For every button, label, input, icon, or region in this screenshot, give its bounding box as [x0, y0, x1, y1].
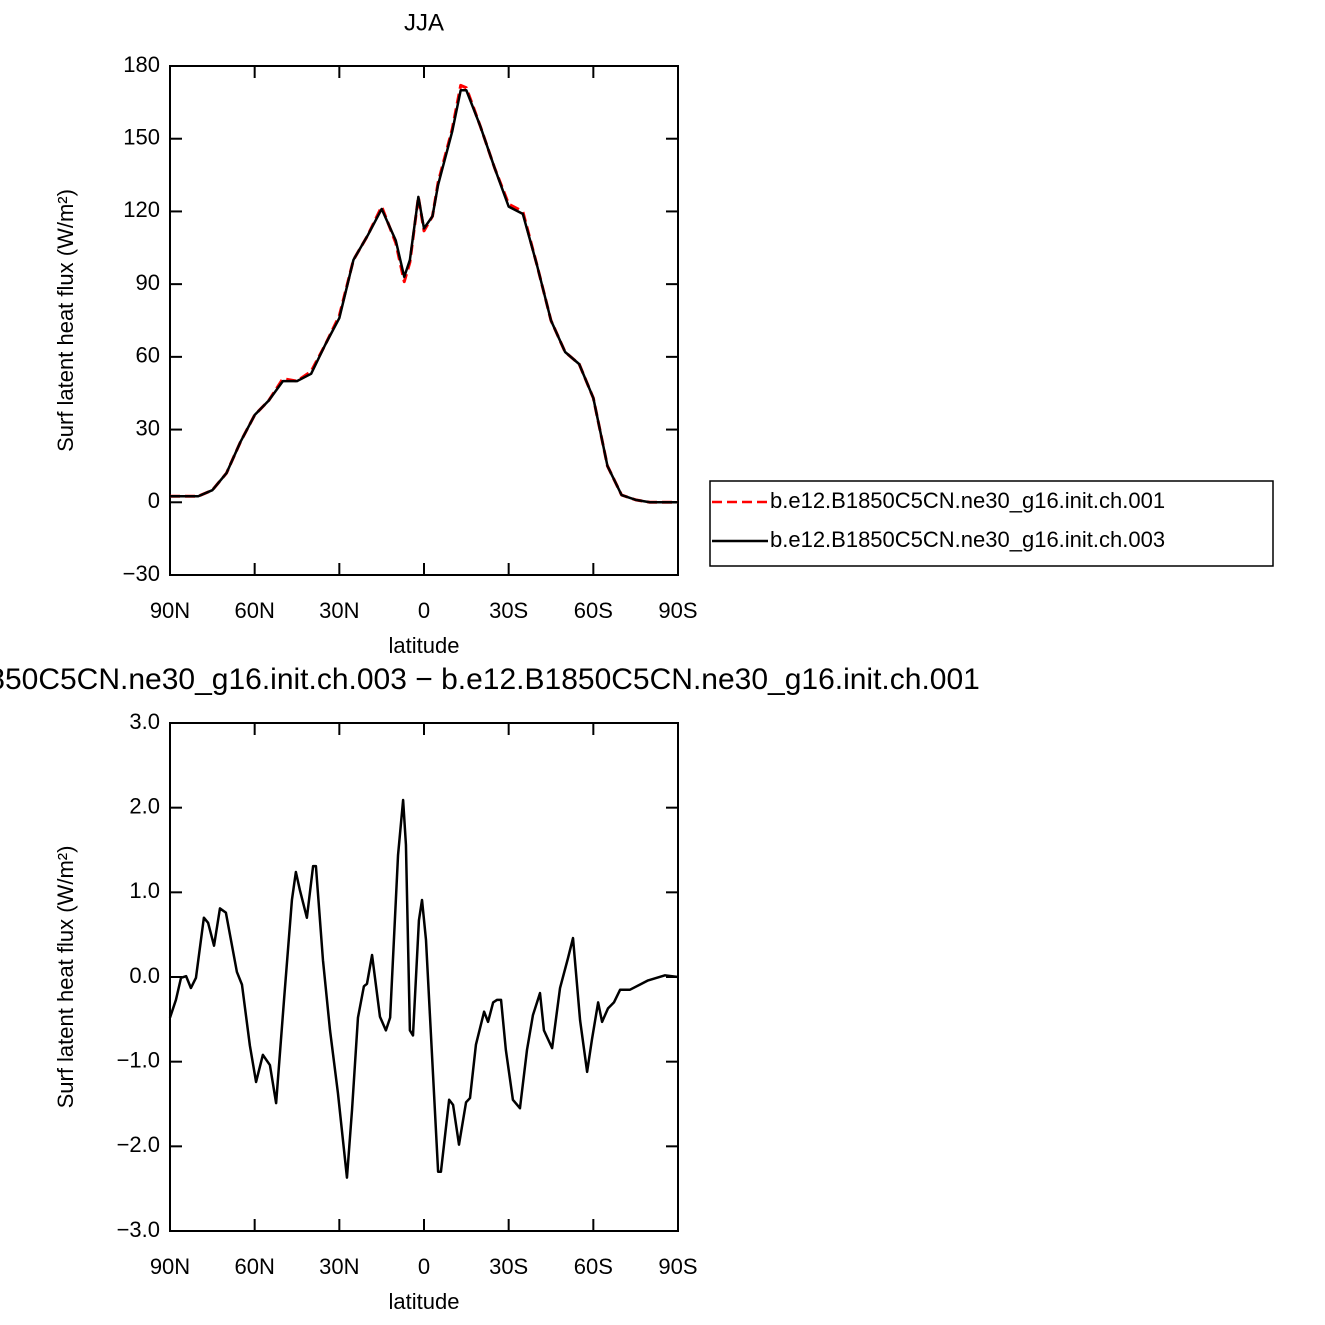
y-tick-label: 180	[123, 52, 160, 77]
x-tick-label: 90S	[658, 1254, 697, 1279]
legend-label: b.e12.B1850C5CN.ne30_g16.init.ch.001	[770, 488, 1165, 513]
x-tick-label: 90N	[150, 1254, 190, 1279]
y-tick-label: 60	[136, 343, 160, 368]
plot-frame	[169, 65, 679, 576]
x-axis-label: latitude	[389, 1289, 460, 1314]
x-tick-label: 90N	[150, 598, 190, 623]
y-tick-label: −1.0	[117, 1047, 160, 1072]
chart-title: b.e12.B1850C5CN.ne30_g16.init.ch.003 − b…	[0, 663, 980, 696]
y-tick-label: −3.0	[117, 1217, 160, 1242]
y-tick-label: 0	[148, 488, 160, 513]
series-line	[168, 798, 679, 1179]
y-tick-label: 2.0	[129, 793, 160, 818]
y-axis-label: Surf latent heat flux (W/m²)	[53, 189, 78, 452]
x-tick-label: 60N	[234, 598, 274, 623]
x-tick-label: 60S	[574, 1254, 613, 1279]
x-tick-label: 30S	[489, 1254, 528, 1279]
x-tick-label: 0	[418, 1254, 430, 1279]
y-tick-label: 120	[123, 197, 160, 222]
y-tick-label: 30	[136, 415, 160, 440]
plot-frame	[169, 722, 679, 1232]
x-axis-label: latitude	[389, 633, 460, 658]
y-tick-label: 0.0	[129, 963, 160, 988]
y-tick-label: −2.0	[117, 1132, 160, 1157]
y-tick-label: 150	[123, 125, 160, 150]
x-tick-label: 30N	[319, 1254, 359, 1279]
y-tick-label: 1.0	[129, 878, 160, 903]
x-tick-label: 60S	[574, 598, 613, 623]
x-tick-label: 30N	[319, 598, 359, 623]
chart-title: JJA	[404, 9, 444, 36]
x-tick-label: 30S	[489, 598, 528, 623]
legend-label: b.e12.B1850C5CN.ne30_g16.init.ch.003	[770, 527, 1165, 552]
y-tick-label: −30	[123, 561, 160, 586]
y-tick-label: 3.0	[129, 709, 160, 734]
y-tick-label: 90	[136, 270, 160, 295]
series-line	[170, 88, 678, 504]
legend-box	[709, 480, 1274, 567]
x-tick-label: 60N	[234, 1254, 274, 1279]
x-tick-label: 90S	[658, 598, 697, 623]
y-axis-label: Surf latent heat flux (W/m²)	[53, 846, 78, 1109]
x-tick-label: 0	[418, 598, 430, 623]
